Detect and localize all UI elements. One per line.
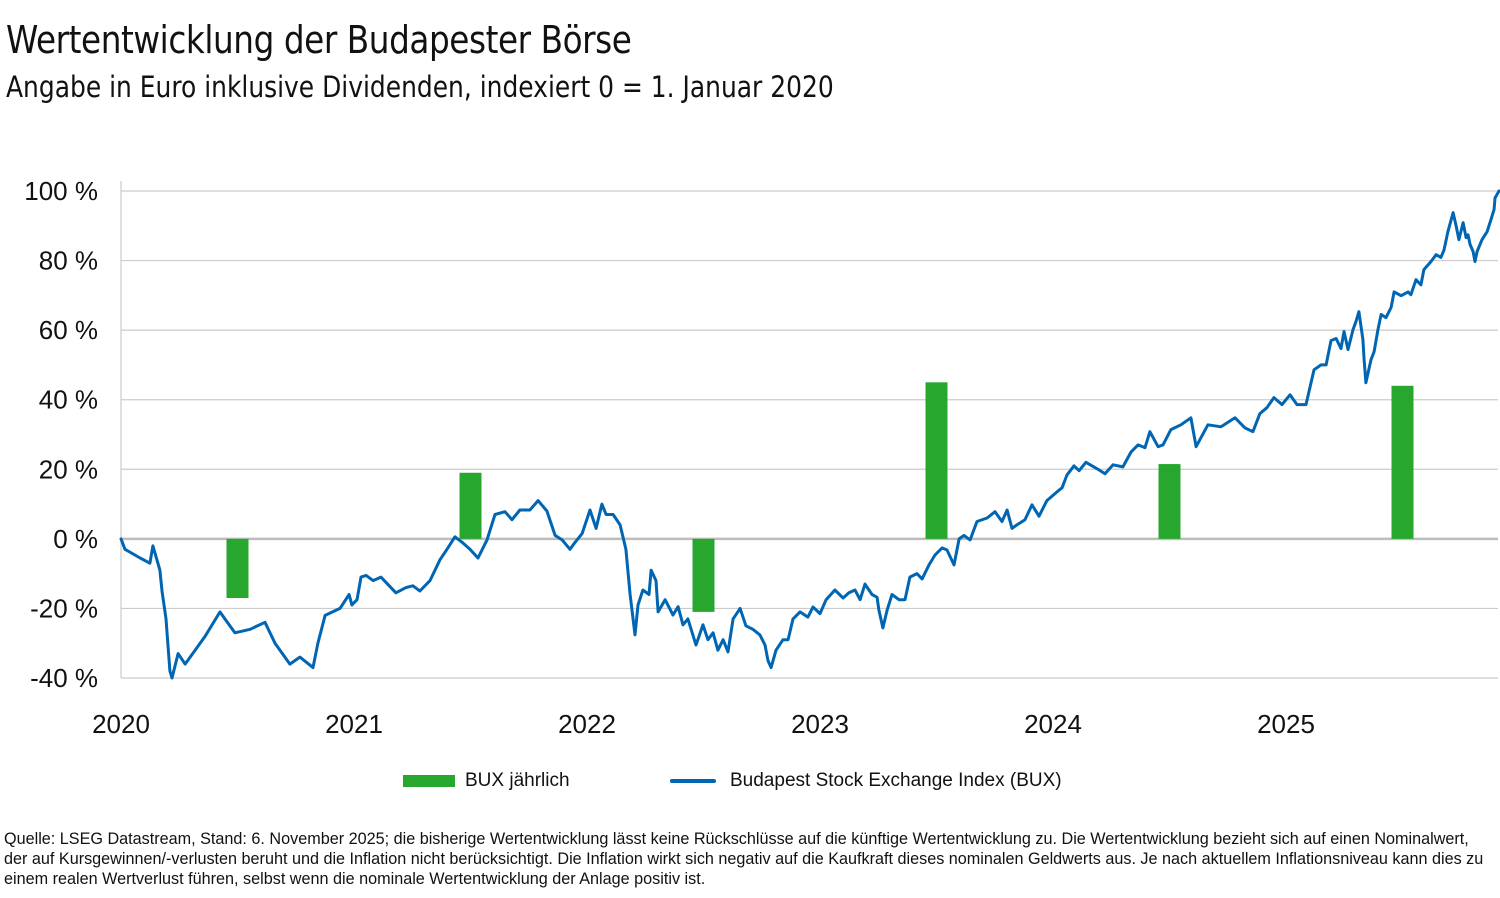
legend-bar-label: BUX jährlich	[465, 770, 570, 791]
line-series	[119, 189, 1500, 680]
legend-line-label: Budapest Stock Exchange Index (BUX)	[730, 770, 1062, 791]
bar-2024	[1158, 464, 1181, 539]
y-tick-label: 80 %	[39, 246, 98, 276]
bar-2022	[692, 538, 715, 612]
legend-item-line: Budapest Stock Exchange Index (BUX)	[670, 770, 1062, 792]
x-tick-label: 2021	[325, 709, 383, 739]
y-tick-label: 20 %	[39, 454, 98, 484]
x-tick-label: 2020	[92, 709, 150, 739]
bar-swatch-icon	[403, 775, 455, 787]
y-tick-label: 40 %	[39, 385, 98, 415]
x-tick-label: 2022	[558, 709, 616, 739]
x-tick-label: 2025	[1257, 709, 1315, 739]
legend-item-bars: BUX jährlich	[403, 770, 570, 792]
y-tick-label: 60 %	[39, 315, 98, 345]
y-tick-label: 0 %	[53, 524, 98, 554]
x-tick-label: 2024	[1024, 709, 1082, 739]
x-axis-ticks: 2020 2021 2022 2023 2024 2025	[92, 709, 1315, 739]
gridlines	[120, 181, 1498, 679]
chart-area: 100 %80 %60 %40 %20 %0 %-20 %-40 % 2020 2…	[24, 176, 1500, 739]
source-footnote: Quelle: LSEG Datastream, Stand: 6. Novem…	[4, 830, 1484, 888]
y-tick-label: -40 %	[30, 663, 98, 693]
x-tick-label: 2023	[791, 709, 849, 739]
chart-title: Wertentwicklung der Budapester Börse	[6, 18, 632, 62]
bar-2021	[459, 472, 482, 539]
y-tick-label: -20 %	[30, 593, 98, 623]
y-tick-label: 100 %	[24, 176, 98, 206]
y-axis-ticks: 100 % 80 % 60 % 40 % 20 % 0 % -20 % -40 %	[24, 176, 98, 693]
bar-2023	[925, 382, 948, 539]
bar-series	[226, 382, 1414, 612]
bux-index-line	[119, 189, 1500, 680]
bar-2025	[1391, 385, 1414, 539]
chart-subtitle: Angabe in Euro inklusive Dividenden, ind…	[6, 70, 834, 104]
line-swatch-icon	[670, 779, 716, 783]
bar-2020	[226, 538, 249, 598]
legend: BUX jährlich Budapest Stock Exchange Ind…	[0, 770, 1500, 798]
